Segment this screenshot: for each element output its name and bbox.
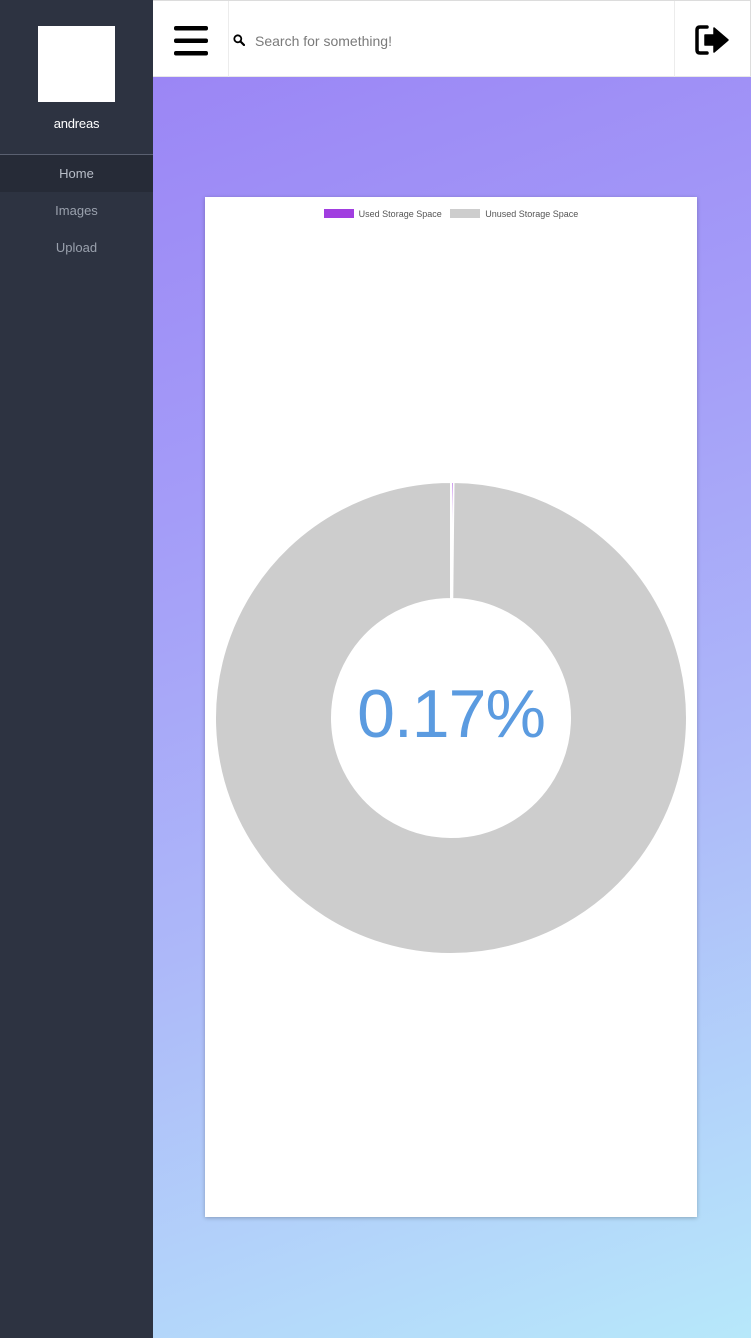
- sidebar-divider: [0, 154, 153, 155]
- username: andreas: [53, 116, 100, 131]
- legend-item-used[interactable]: Used Storage Space: [323, 209, 442, 219]
- top-bar: [153, 0, 751, 78]
- unused-storage-slice[interactable]: [214, 480, 689, 955]
- sidebar-item-upload[interactable]: Upload: [55, 240, 98, 255]
- legend-swatch-used: [323, 209, 354, 218]
- chart-legend: Used Storage Space Unused Storage Space: [205, 209, 697, 219]
- storage-chart-card: Used Storage Space Unused Storage Space …: [205, 197, 697, 1217]
- sidebar-item-images[interactable]: Images: [55, 203, 98, 218]
- legend-swatch-unused: [450, 209, 481, 218]
- menu-toggle-button[interactable]: [153, 1, 229, 78]
- main-content: Used Storage Space Unused Storage Space …: [153, 77, 751, 1338]
- chart-center-percentage: 0.17%: [357, 676, 546, 752]
- hamburger-menu-icon: [174, 26, 208, 56]
- sign-out-icon: [695, 25, 729, 55]
- search-input[interactable]: [253, 27, 657, 55]
- logout-button[interactable]: [674, 1, 751, 78]
- sidebar-item-home[interactable]: Home: [0, 155, 153, 192]
- search-icon: [233, 34, 245, 46]
- storage-doughnut-chart: [214, 480, 689, 955]
- avatar: [38, 26, 115, 102]
- legend-label-used: Used Storage Space: [358, 209, 442, 219]
- sidebar: andreas Home Images Upload: [0, 0, 153, 1338]
- legend-item-unused[interactable]: Unused Storage Space: [450, 209, 578, 219]
- legend-label-unused: Unused Storage Space: [485, 209, 579, 219]
